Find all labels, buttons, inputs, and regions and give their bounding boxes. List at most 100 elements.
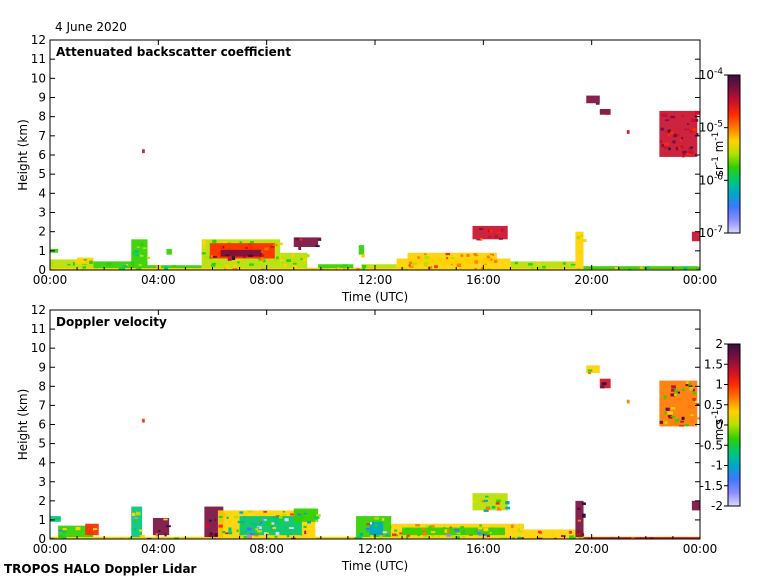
x-tick-label: 00:00 bbox=[683, 273, 718, 287]
data-speckle bbox=[668, 147, 671, 151]
colorbar-tick-label: -1.5 bbox=[700, 479, 723, 493]
data-speckle bbox=[227, 531, 233, 535]
data-speckle bbox=[577, 519, 581, 522]
data-speckle bbox=[362, 264, 367, 268]
data-speckle bbox=[688, 382, 691, 386]
colorbar-tick-label: 10-7 bbox=[699, 225, 723, 240]
data-region bbox=[402, 527, 505, 536]
data-region bbox=[152, 518, 170, 536]
data-speckle bbox=[133, 250, 139, 254]
data-speckle bbox=[530, 265, 535, 270]
y-tick-label: 0 bbox=[38, 263, 46, 277]
data-speckle bbox=[84, 537, 88, 539]
data-speckle bbox=[365, 527, 370, 531]
data-speckle bbox=[72, 262, 75, 266]
y-tick-label: 7 bbox=[38, 398, 46, 412]
data-speckle bbox=[679, 145, 684, 149]
data-speckle bbox=[211, 255, 217, 258]
data-speckle bbox=[671, 407, 676, 410]
data-speckle bbox=[417, 256, 420, 259]
data-speckle bbox=[474, 260, 479, 264]
data-speckle bbox=[538, 531, 542, 534]
data-speckle bbox=[255, 528, 259, 531]
data-speckle bbox=[354, 537, 358, 539]
data-speckle bbox=[225, 254, 230, 257]
data-speckle bbox=[199, 268, 205, 270]
data-speckle bbox=[209, 259, 213, 261]
y-tick-label: 6 bbox=[38, 148, 46, 162]
data-speckle bbox=[67, 263, 71, 266]
panel-title: Attenuated backscatter coefficient bbox=[56, 45, 291, 59]
data-speckle bbox=[139, 535, 145, 538]
data-speckle bbox=[280, 259, 285, 262]
x-tick-label: 00:00 bbox=[33, 542, 68, 556]
colorbar-tick-label: 0.5 bbox=[704, 398, 723, 412]
data-speckle bbox=[247, 510, 253, 513]
data-speckle bbox=[158, 530, 161, 532]
data-speckle bbox=[474, 254, 479, 257]
y-tick-label: 4 bbox=[38, 456, 46, 470]
data-speckle bbox=[682, 154, 685, 158]
data-speckle bbox=[155, 533, 159, 537]
data-speckle bbox=[256, 526, 262, 529]
data-speckle bbox=[131, 512, 136, 516]
x-tick-label: 08:00 bbox=[249, 542, 284, 556]
y-tick-label: 11 bbox=[31, 52, 46, 66]
data-speckle bbox=[649, 537, 654, 539]
data-speckle bbox=[122, 265, 128, 268]
data-speckle bbox=[576, 235, 581, 240]
data-speckle bbox=[273, 244, 278, 247]
data-speckle bbox=[106, 262, 112, 266]
data-speckle bbox=[562, 262, 566, 265]
data-speckle bbox=[671, 385, 676, 389]
data-speckle bbox=[260, 257, 264, 261]
data-speckle bbox=[478, 228, 484, 230]
data-speckle bbox=[262, 267, 267, 270]
data-speckle bbox=[507, 261, 510, 264]
data-speckle bbox=[268, 537, 271, 539]
data-speckle bbox=[659, 420, 664, 424]
data-speckle bbox=[277, 267, 283, 270]
data-speckle bbox=[406, 533, 411, 537]
data-speckle bbox=[222, 240, 227, 244]
data-speckle bbox=[259, 518, 262, 522]
data-speckle bbox=[282, 510, 285, 513]
colorbar-tick-label: -2 bbox=[711, 499, 723, 513]
data-speckle bbox=[628, 267, 632, 270]
data-speckle bbox=[315, 519, 318, 523]
data-speckle bbox=[275, 531, 280, 536]
data-speckle bbox=[685, 384, 689, 387]
data-speckle bbox=[491, 505, 496, 509]
data-speckle bbox=[479, 524, 482, 527]
data-speckle bbox=[135, 254, 139, 257]
y-tick-label: 8 bbox=[38, 110, 46, 124]
data-region bbox=[691, 231, 700, 242]
data-speckle bbox=[245, 246, 248, 250]
data-speckle bbox=[504, 537, 509, 539]
data-speckle bbox=[307, 521, 311, 524]
data-speckle bbox=[293, 265, 297, 269]
data-speckle bbox=[456, 263, 462, 267]
data-speckle bbox=[214, 533, 219, 537]
data-speckle bbox=[664, 142, 669, 146]
data-speckle bbox=[423, 261, 429, 265]
data-speckle bbox=[670, 393, 675, 397]
data-speckle bbox=[430, 531, 436, 534]
data-speckle bbox=[450, 256, 455, 259]
data-speckle bbox=[424, 253, 427, 256]
data-speckle bbox=[505, 501, 510, 505]
data-speckle bbox=[694, 110, 700, 114]
data-speckle bbox=[362, 267, 366, 270]
data-speckle bbox=[459, 267, 463, 270]
data-speckle bbox=[218, 515, 223, 518]
data-speckle bbox=[517, 528, 520, 532]
data-speckle bbox=[355, 268, 360, 270]
data-speckle bbox=[214, 518, 217, 522]
data-speckle bbox=[486, 255, 491, 259]
data-speckle bbox=[236, 529, 239, 533]
data-speckle bbox=[374, 517, 380, 520]
colorbar-tick-label: -0.5 bbox=[700, 438, 723, 452]
data-speckle bbox=[528, 534, 534, 538]
data-speckle bbox=[474, 268, 478, 270]
colorbar bbox=[727, 74, 741, 234]
